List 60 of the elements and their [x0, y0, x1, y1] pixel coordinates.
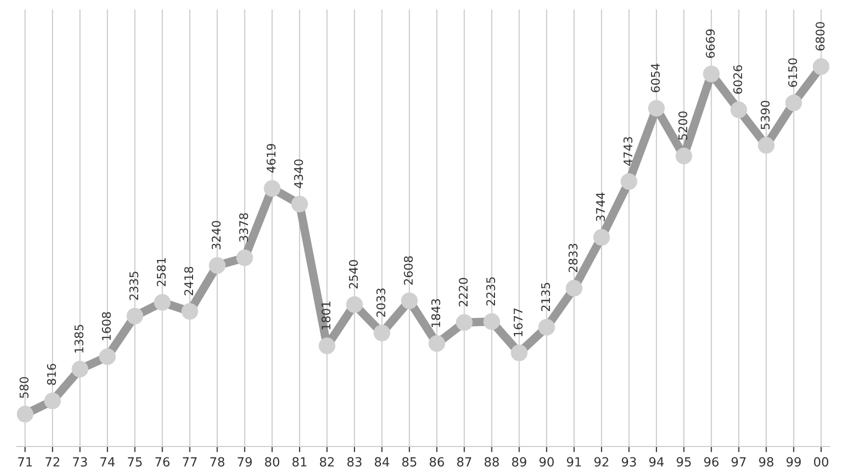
x-tick-label: 86	[430, 457, 444, 467]
x-tick-label: 89	[512, 457, 526, 467]
x-tick-label: 84	[374, 457, 390, 467]
x-tick-label: 71	[18, 457, 32, 466]
x-tick-label: 78	[210, 457, 224, 467]
x-tick-label: 88	[484, 457, 499, 467]
x-tick-label: 92	[594, 457, 608, 467]
data-label: 4743	[623, 137, 632, 166]
x-tick-label: 90	[539, 457, 554, 467]
data-label: 6800	[816, 22, 825, 50]
data-label: 580	[20, 377, 28, 398]
x-tick-label: 00	[814, 457, 828, 467]
x-tick-label: 94	[649, 457, 664, 467]
data-label: 2220	[458, 278, 468, 306]
x-tick-label: 79	[238, 457, 252, 467]
data-label: 816	[47, 364, 56, 385]
x-tick-label: 82	[320, 457, 334, 467]
x-tick-label: 99	[786, 457, 801, 467]
data-label: 1801	[322, 302, 330, 330]
data-label: 6669	[706, 29, 715, 58]
data-label: 2135	[541, 282, 550, 312]
x-tick-label: 81	[292, 457, 306, 467]
data-label: 2540	[348, 260, 358, 288]
data-label: 2235	[486, 277, 496, 306]
x-tick-label: 75	[128, 457, 142, 467]
x-tick-label: 97	[732, 457, 746, 467]
x-tick-label: 93	[622, 457, 636, 467]
x-tick-label: 77	[182, 457, 197, 466]
data-label: 5390	[760, 100, 770, 130]
x-tick-label: 72	[46, 457, 60, 466]
data-label: 4340	[294, 159, 304, 188]
data-label: 5200	[678, 111, 688, 140]
data-label: 1677	[514, 308, 523, 336]
x-tick-label: 96	[704, 457, 718, 467]
x-tick-label: 76	[155, 457, 170, 467]
x-tick-label: 80	[265, 457, 280, 467]
x-tick-label: 95	[676, 457, 691, 467]
data-label: 2033	[376, 288, 386, 317]
data-label: 4619	[266, 144, 276, 173]
data-label: 6150	[788, 58, 798, 87]
data-label: 2418	[184, 266, 194, 296]
data-label: 2833	[568, 244, 578, 272]
x-tick-label: 83	[347, 457, 362, 467]
data-label: 1608	[102, 312, 111, 340]
x-tick-label: 73	[73, 457, 87, 467]
data-label: 1843	[431, 299, 440, 327]
data-label: 6054	[650, 64, 660, 92]
x-tick-label: 91	[566, 457, 581, 467]
x-tick-label: 85	[402, 457, 416, 467]
data-label: 2581	[156, 258, 166, 286]
data-label: 2608	[404, 256, 413, 285]
data-label: 1385	[74, 324, 84, 353]
x-tick-label: 98	[759, 457, 774, 467]
data-label: 3744	[596, 192, 605, 222]
data-label: 2335	[129, 272, 138, 300]
x-tick-label: 87	[457, 457, 472, 467]
x-tick-label: 74	[100, 457, 115, 466]
data-label: 6026	[733, 65, 742, 94]
data-label: 3240	[212, 220, 221, 250]
data-label: 3378	[239, 213, 248, 242]
